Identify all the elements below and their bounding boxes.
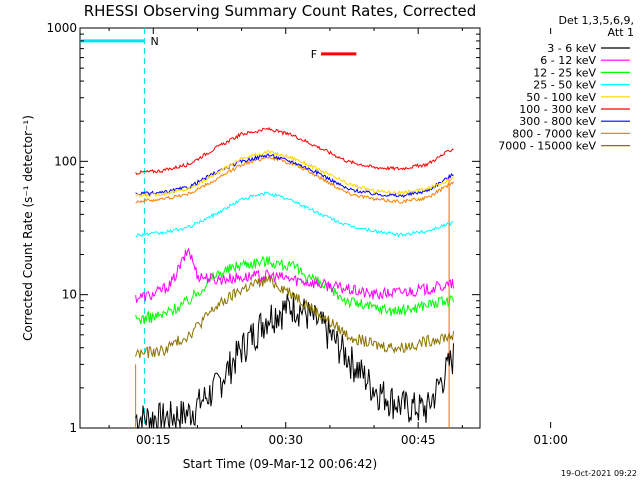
legend-entry-label: 6 - 12 keV [540,54,596,67]
series-line-5 [135,126,454,175]
legend-entry-label: 7000 - 15000 keV [498,140,596,153]
series-line-2 [135,255,454,324]
legend-header-line: Det 1,3,5,6,9, [558,14,634,27]
x-tick-label: 00:15 [136,433,171,447]
y-tick-label: 1 [69,421,77,435]
series-line-4 [135,149,454,199]
x-tick-label: 01:00 [533,433,568,447]
x-tick-label: 00:45 [401,433,436,447]
legend-entry-label: 25 - 50 keV [533,79,596,92]
x-axis-label: Start Time (09-Mar-12 00:06:42) [183,457,377,471]
series-line-8 [135,275,454,359]
y-tick-label: 1000 [46,21,77,35]
y-tick-label: 100 [54,154,77,168]
x-tick-label: 00:30 [268,433,303,447]
series-line-1 [135,247,454,303]
series-line-3 [135,191,454,238]
legend-entry-label: 12 - 25 keV [533,66,596,79]
legend-entry-label: 50 - 100 keV [526,91,596,104]
footer-timestamp: 19-Oct-2021 09:22 [561,469,637,478]
legend-entry-label: 3 - 6 keV [547,42,596,55]
plot-frame [79,27,481,429]
y-axis-label: Corrected Count Rate (s⁻¹ detector⁻¹) [21,115,35,341]
y-tick-label: 10 [62,288,77,302]
legend-entry-label: 800 - 7000 keV [512,127,596,140]
series-line-0 [135,292,454,429]
night-label: N [150,35,158,48]
legend-header-line: Att 1 [608,26,634,39]
chart-title: RHESSI Observing Summary Count Rates, Co… [84,2,477,20]
legend-entry-label: 100 - 300 keV [519,103,596,116]
legend-entry-label: 300 - 800 keV [519,115,596,128]
flare-flag-label: F [311,48,317,61]
